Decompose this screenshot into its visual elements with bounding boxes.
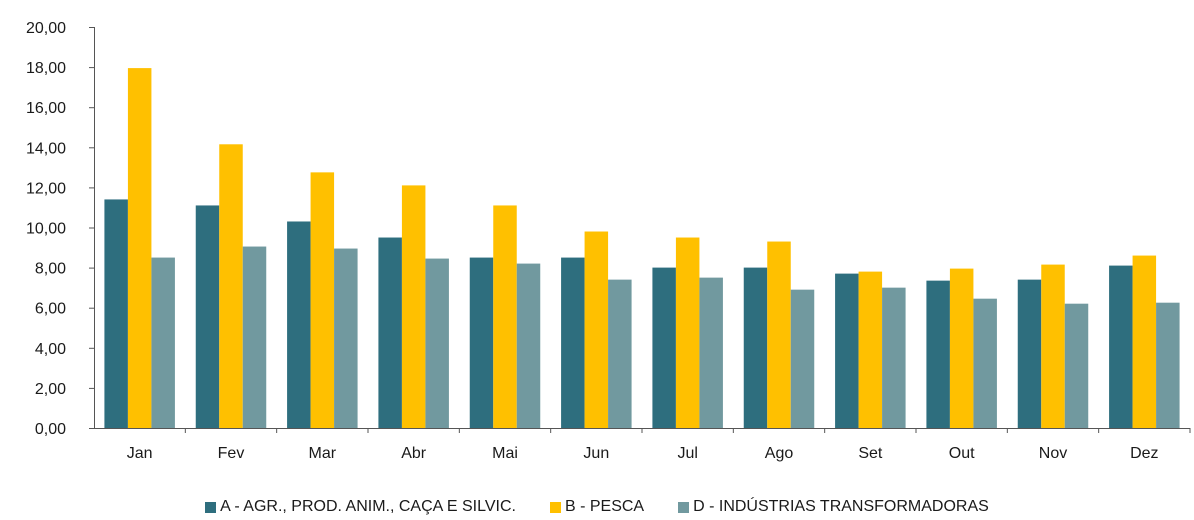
bar-dez-series-1 bbox=[1109, 265, 1133, 428]
bar-jul-series-3 bbox=[699, 277, 723, 428]
bar-ago-series-1 bbox=[743, 267, 768, 428]
x-tick-label-ago: Ago bbox=[765, 445, 794, 462]
legend-label: B - PESCA bbox=[564, 498, 645, 515]
y-axis-ticks: 0,00 2,00 4,00 6,00 8,00 10,00 12,00 14,00 16,00… bbox=[26, 20, 94, 438]
x-tick-label-mai: Mai bbox=[492, 445, 518, 462]
x-tick-label-fev: Fev bbox=[218, 445, 245, 462]
y-tick-label: 6,00 bbox=[35, 301, 66, 318]
bar-mar-series-2 bbox=[310, 172, 335, 428]
legend-swatch bbox=[549, 501, 561, 513]
bar-out-series-1 bbox=[926, 280, 950, 428]
y-tick-label: 12,00 bbox=[26, 180, 66, 197]
bar-set-series-2 bbox=[858, 271, 883, 428]
bar-abr-series-1 bbox=[378, 237, 402, 428]
y-tick-label: 4,00 bbox=[35, 341, 66, 358]
x-tick-label-mar: Mar bbox=[309, 445, 337, 462]
y-tick-label: 8,00 bbox=[35, 261, 66, 278]
x-tick-label-jun: Jun bbox=[583, 445, 609, 462]
legend-swatch bbox=[205, 501, 217, 513]
x-tick-label-out: Out bbox=[949, 445, 975, 462]
bar-set-series-3 bbox=[882, 287, 906, 428]
y-tick-label: 2,00 bbox=[35, 381, 66, 398]
x-tick-label-nov: Nov bbox=[1039, 445, 1067, 462]
bar-jul-series-1 bbox=[652, 267, 676, 428]
bar-abr-series-2 bbox=[401, 185, 426, 428]
legend-label: D - INDÚSTRIAS TRANSFORMADORAS bbox=[693, 498, 989, 515]
bar-jan-series-1 bbox=[104, 199, 128, 428]
x-tick-label-jan: Jan bbox=[127, 445, 153, 462]
y-tick-label: 10,00 bbox=[26, 221, 66, 238]
x-tick-label-dez: Dez bbox=[1130, 445, 1158, 462]
legend-item-series-3: D - INDÚSTRIAS TRANSFORMADORAS bbox=[678, 494, 989, 520]
bar-mar-series-1 bbox=[287, 221, 311, 428]
legend-item-series-2: B - PESCA bbox=[549, 494, 645, 520]
bar-fev-series-3 bbox=[242, 246, 267, 428]
bar-fev-series-1 bbox=[195, 205, 220, 428]
bar-mai-series-1 bbox=[469, 257, 494, 428]
y-tick-label: 20,00 bbox=[26, 20, 66, 37]
bar-dez-series-3 bbox=[1156, 302, 1180, 428]
bar-fev-series-2 bbox=[219, 144, 243, 429]
bar-jun-series-3 bbox=[608, 279, 632, 428]
legend-label: A - AGR., PROD. ANIM., CAÇA E SILVIC. bbox=[220, 498, 516, 515]
bar-chart: 0,00 2,00 4,00 6,00 8,00 10,00 12,00 14,00 16,00… bbox=[26, 20, 1191, 462]
legend-swatch bbox=[678, 501, 690, 513]
y-tick-label: 18,00 bbox=[26, 60, 66, 77]
x-axis-ticks: Jan Fev Mar Abr Mai Jun Jul Ago Set Out Nov Dez bbox=[127, 428, 1191, 462]
bar-abr-series-3 bbox=[425, 258, 449, 428]
bar-jun-series-2 bbox=[584, 231, 609, 428]
bar-out-series-3 bbox=[973, 298, 997, 428]
bar-nov-series-1 bbox=[1017, 279, 1042, 428]
bar-mar-series-3 bbox=[334, 248, 358, 428]
bar-mai-series-3 bbox=[516, 263, 541, 428]
bar-dez-series-2 bbox=[1132, 255, 1157, 428]
bar-out-series-2 bbox=[949, 268, 974, 428]
bar-ago-series-3 bbox=[790, 289, 815, 428]
legend: A - AGR., PROD. ANIM., CAÇA E SILVIC. B -… bbox=[0, 494, 1194, 520]
x-tick-label-set: Set bbox=[858, 445, 883, 462]
bar-ago-series-2 bbox=[767, 241, 791, 428]
bar-mai-series-2 bbox=[493, 205, 517, 428]
bars-group bbox=[104, 68, 1180, 429]
x-tick-label-jul: Jul bbox=[677, 445, 697, 462]
bar-jan-series-3 bbox=[151, 257, 175, 428]
bar-nov-series-3 bbox=[1064, 303, 1089, 428]
x-tick-label-abr: Abr bbox=[401, 445, 427, 462]
bar-nov-series-2 bbox=[1041, 264, 1065, 428]
bar-jun-series-1 bbox=[561, 257, 585, 428]
y-tick-label: 14,00 bbox=[26, 140, 66, 157]
bar-set-series-1 bbox=[835, 273, 859, 428]
legend-item-series-1: A - AGR., PROD. ANIM., CAÇA E SILVIC. bbox=[205, 494, 516, 520]
y-tick-label: 16,00 bbox=[26, 100, 66, 117]
y-tick-label: 0,00 bbox=[35, 421, 66, 438]
bar-jan-series-2 bbox=[127, 68, 152, 428]
bar-jul-series-2 bbox=[675, 237, 700, 428]
